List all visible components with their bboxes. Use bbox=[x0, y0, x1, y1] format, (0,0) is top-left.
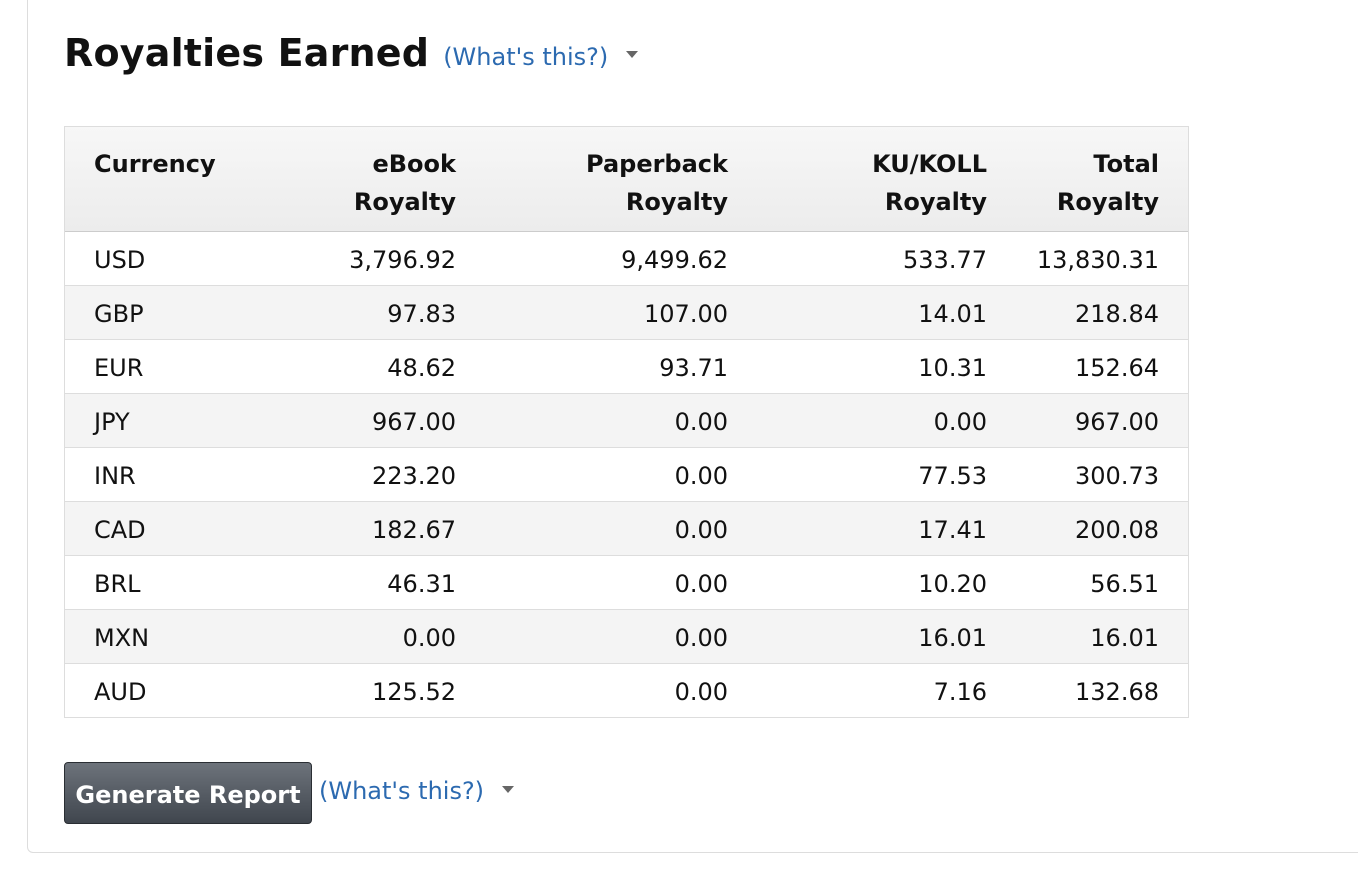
whats-this-link-report[interactable]: (What's this?) bbox=[319, 777, 485, 805]
cell-ku-koll-royalty: 533.77 bbox=[903, 245, 987, 274]
cell-ebook-royalty: 3,796.92 bbox=[349, 245, 456, 274]
table-row: AUD 125.52 0.00 7.16 132.68 bbox=[65, 663, 1188, 717]
header-line1: Currency bbox=[94, 150, 216, 178]
table-row: INR 223.20 0.00 77.53 300.73 bbox=[65, 447, 1188, 501]
cell-paperback-royalty: 107.00 bbox=[644, 299, 728, 328]
cell-ku-koll-royalty: 10.20 bbox=[918, 569, 987, 598]
cell-paperback-royalty: 0.00 bbox=[674, 461, 728, 490]
title-row: Royalties Earned (What's this?) bbox=[64, 28, 639, 78]
cell-ebook-royalty: 48.62 bbox=[387, 353, 456, 382]
table-row: MXN 0.00 0.00 16.01 16.01 bbox=[65, 609, 1188, 663]
caret-down-icon[interactable] bbox=[626, 50, 639, 58]
cell-paperback-royalty: 0.00 bbox=[674, 623, 728, 652]
table-row: CAD 182.67 0.00 17.41 200.08 bbox=[65, 501, 1188, 555]
cell-total-royalty: 200.08 bbox=[1075, 515, 1159, 544]
cell-currency: JPY bbox=[94, 407, 130, 436]
cell-ku-koll-royalty: 10.31 bbox=[918, 353, 987, 382]
cell-currency: GBP bbox=[94, 299, 144, 328]
cell-ku-koll-royalty: 7.16 bbox=[933, 677, 987, 706]
header-line1: KU/KOLL bbox=[872, 150, 987, 178]
cell-paperback-royalty: 0.00 bbox=[674, 515, 728, 544]
generate-report-button[interactable]: Generate Report bbox=[64, 762, 312, 824]
header-paperback-royalty: Paperback Royalty bbox=[457, 127, 729, 232]
royalties-table-container: Currency eBook Royalty Paperback Royalty… bbox=[64, 126, 1189, 718]
cell-total-royalty: 218.84 bbox=[1075, 299, 1159, 328]
cell-paperback-royalty: 9,499.62 bbox=[621, 245, 728, 274]
header-line2: Royalty bbox=[353, 188, 456, 216]
header-line2: Royalty bbox=[1056, 188, 1159, 216]
cell-ebook-royalty: 125.52 bbox=[372, 677, 456, 706]
table-row: EUR 48.62 93.71 10.31 152.64 bbox=[65, 339, 1188, 393]
report-row: Generate Report (What's this?) bbox=[64, 762, 515, 824]
cell-ku-koll-royalty: 77.53 bbox=[918, 461, 987, 490]
cell-currency: EUR bbox=[94, 353, 144, 382]
cell-currency: BRL bbox=[94, 569, 141, 598]
cell-ebook-royalty: 46.31 bbox=[387, 569, 456, 598]
header-line1: Total bbox=[1093, 150, 1159, 178]
cell-total-royalty: 132.68 bbox=[1075, 677, 1159, 706]
cell-ku-koll-royalty: 17.41 bbox=[918, 515, 987, 544]
cell-ku-koll-royalty: 16.01 bbox=[918, 623, 987, 652]
cell-total-royalty: 967.00 bbox=[1075, 407, 1159, 436]
table-row: GBP 97.83 107.00 14.01 218.84 bbox=[65, 285, 1188, 339]
whats-this-link-title[interactable]: (What's this?) bbox=[443, 43, 609, 71]
cell-ebook-royalty: 182.67 bbox=[372, 515, 456, 544]
cell-total-royalty: 13,830.31 bbox=[1036, 245, 1159, 274]
header-total-royalty: Total Royalty bbox=[988, 127, 1188, 232]
header-line1: Paperback bbox=[586, 150, 728, 178]
table-row: BRL 46.31 0.00 10.20 56.51 bbox=[65, 555, 1188, 609]
cell-total-royalty: 300.73 bbox=[1075, 461, 1159, 490]
header-currency: Currency bbox=[65, 127, 235, 232]
cell-currency: AUD bbox=[94, 677, 147, 706]
cell-total-royalty: 152.64 bbox=[1075, 353, 1159, 382]
header-line2: Royalty bbox=[625, 188, 728, 216]
cell-ku-koll-royalty: 14.01 bbox=[918, 299, 987, 328]
cell-currency: CAD bbox=[94, 515, 146, 544]
cell-paperback-royalty: 93.71 bbox=[659, 353, 728, 382]
cell-ebook-royalty: 967.00 bbox=[372, 407, 456, 436]
cell-ebook-royalty: 223.20 bbox=[372, 461, 456, 490]
cell-currency: MXN bbox=[94, 623, 150, 652]
table-row: JPY 967.00 0.00 0.00 967.00 bbox=[65, 393, 1188, 447]
cell-total-royalty: 16.01 bbox=[1090, 623, 1159, 652]
cell-total-royalty: 56.51 bbox=[1090, 569, 1159, 598]
cell-currency: INR bbox=[94, 461, 136, 490]
cell-ku-koll-royalty: 0.00 bbox=[933, 407, 987, 436]
header-ebook-royalty: eBook Royalty bbox=[235, 127, 457, 232]
royalties-table: Currency eBook Royalty Paperback Royalty… bbox=[65, 127, 1188, 717]
page-title: Royalties Earned bbox=[64, 31, 430, 75]
caret-down-icon[interactable] bbox=[502, 785, 515, 793]
header-line2: Royalty bbox=[884, 188, 987, 216]
table-header-row: Currency eBook Royalty Paperback Royalty… bbox=[65, 127, 1188, 232]
cell-paperback-royalty: 0.00 bbox=[674, 407, 728, 436]
cell-ebook-royalty: 97.83 bbox=[387, 299, 456, 328]
table-row: USD 3,796.92 9,499.62 533.77 13,830.31 bbox=[65, 231, 1188, 285]
header-ku-koll-royalty: KU/KOLL Royalty bbox=[729, 127, 988, 232]
cell-paperback-royalty: 0.00 bbox=[674, 677, 728, 706]
cell-ebook-royalty: 0.00 bbox=[402, 623, 456, 652]
cell-currency: USD bbox=[94, 245, 146, 274]
cell-paperback-royalty: 0.00 bbox=[674, 569, 728, 598]
header-line1: eBook bbox=[372, 150, 456, 178]
